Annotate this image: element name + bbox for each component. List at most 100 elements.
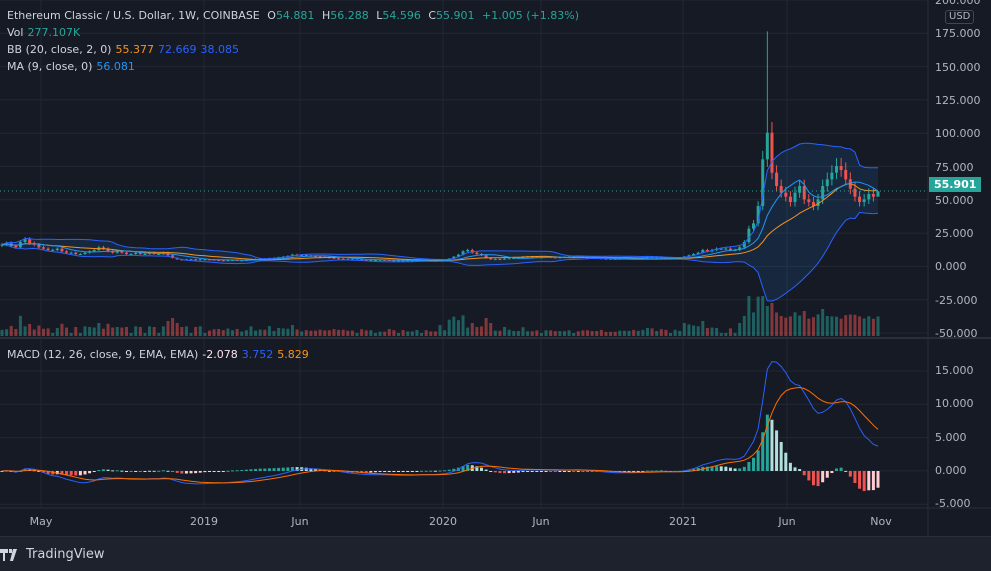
macd-histogram-bar — [489, 471, 493, 472]
candle-down — [475, 252, 479, 255]
candle-up — [203, 259, 207, 261]
volume-bar — [452, 316, 456, 336]
volume-bar — [9, 325, 13, 336]
macd-histogram-bar — [212, 471, 216, 472]
candle-down — [775, 172, 779, 187]
volume-bar — [632, 329, 636, 336]
volume-bar — [424, 330, 428, 336]
macd-histogram-bar — [378, 471, 382, 473]
volume-bar — [410, 331, 414, 336]
macd-histogram-bar — [41, 471, 45, 473]
candle-down — [788, 196, 792, 203]
volume-bar — [590, 331, 594, 336]
macd-histogram-bar — [65, 471, 69, 476]
macd-histogram-bar — [32, 470, 36, 472]
symbol-title: Ethereum Classic / U.S. Dollar, 1W, COIN… — [7, 9, 260, 22]
macd-histogram-bar — [166, 470, 170, 472]
candle-up — [226, 260, 230, 262]
volume-bar — [618, 330, 622, 336]
candle-down — [530, 256, 534, 258]
volume-bar — [226, 328, 230, 336]
macd-histogram-bar — [161, 470, 165, 472]
volume-bar — [83, 326, 87, 336]
macd-signal-value: 5.829 — [277, 348, 309, 361]
price-tick-label: 75.000 — [935, 160, 974, 174]
macd-histogram-bar — [438, 470, 442, 472]
macd-histogram-bar — [397, 471, 401, 472]
volume-bar — [705, 328, 709, 336]
chart-canvas[interactable] — [0, 0, 991, 536]
volume-bar — [281, 328, 285, 336]
volume-bar — [78, 333, 82, 336]
candle-up — [369, 260, 373, 262]
volume-bar — [101, 328, 105, 336]
candle-down — [489, 258, 493, 260]
macd-histogram-bar — [148, 470, 152, 472]
macd-histogram-bar — [83, 471, 87, 475]
macd-histogram-bar — [373, 471, 377, 473]
volume-bar — [0, 329, 4, 336]
candle-up — [231, 260, 235, 262]
volume-bar — [387, 329, 391, 336]
volume-bar — [595, 331, 599, 336]
currency-label[interactable]: USD — [945, 10, 975, 24]
volume-bar — [788, 316, 792, 336]
ma-legend[interactable]: MA (9, close, 0) 56.081 — [7, 60, 139, 73]
macd-histogram-bar — [171, 471, 175, 472]
bb-label: BB (20, close, 2, 0) — [7, 43, 112, 56]
macd-histogram-bar — [254, 468, 258, 471]
symbol-legend[interactable]: Ethereum Classic / U.S. Dollar, 1W, COIN… — [7, 9, 583, 22]
macd-histogram-bar — [539, 471, 543, 472]
open-value: 54.881 — [275, 9, 315, 22]
volume-bar — [544, 330, 548, 336]
tradingview-logo-icon — [0, 548, 17, 561]
volume-bar — [429, 331, 433, 336]
volume-bar — [613, 331, 617, 336]
macd-histogram-bar — [120, 470, 124, 472]
volume-bar — [60, 323, 64, 336]
volume-bar — [138, 327, 142, 336]
volume-bar — [332, 329, 336, 336]
candle-down — [318, 256, 322, 258]
volume-bar — [143, 333, 147, 336]
candle-up — [397, 260, 401, 262]
macd-histogram-bar — [876, 471, 880, 488]
volume-bar — [728, 328, 732, 336]
macd-legend[interactable]: MACD (12, 26, close, 9, EMA, EMA) -2.078 3… — [7, 348, 313, 361]
volume-bar — [586, 330, 590, 336]
volume-bar — [212, 329, 216, 336]
volume-bar — [383, 331, 387, 336]
tradingview-logo[interactable]: TradingView — [0, 547, 105, 562]
macd-histogram-bar — [636, 471, 640, 472]
brand-name: TradingView — [26, 547, 105, 562]
macd-histogram-bar — [576, 470, 580, 472]
macd-histogram-bar — [447, 469, 451, 471]
macd-value: 3.752 — [241, 348, 274, 361]
time-tick-label: 2019 — [190, 515, 218, 528]
volume-bar — [129, 333, 133, 336]
macd-histogram-bar — [231, 470, 235, 472]
candle-up — [738, 247, 742, 251]
volume-bar — [479, 326, 483, 336]
volume-bar — [701, 321, 705, 336]
candle-down — [705, 250, 709, 252]
macd-histogram-bar — [258, 468, 262, 471]
bb-legend[interactable]: BB (20, close, 2, 0) 55.377 72.669 38.085 — [7, 43, 243, 56]
candle-up — [300, 255, 304, 257]
macd-histogram-bar — [410, 471, 414, 472]
volume-bar — [802, 311, 806, 336]
candle-down — [74, 252, 78, 255]
candle-up — [696, 252, 700, 255]
macd-histogram-bar — [807, 471, 811, 481]
volume-bar — [32, 329, 36, 336]
volume-legend[interactable]: Vol 277.107K — [7, 26, 84, 39]
macd-histogram-bar — [779, 441, 783, 471]
candle-down — [138, 252, 142, 255]
macd-histogram-bar — [622, 471, 626, 472]
volume-bar — [5, 329, 9, 336]
macd-histogram-bar — [415, 471, 419, 472]
macd-histogram-bar — [793, 467, 797, 471]
volume-bar — [507, 329, 511, 336]
candle-up — [23, 239, 27, 243]
candle-down — [839, 166, 843, 171]
